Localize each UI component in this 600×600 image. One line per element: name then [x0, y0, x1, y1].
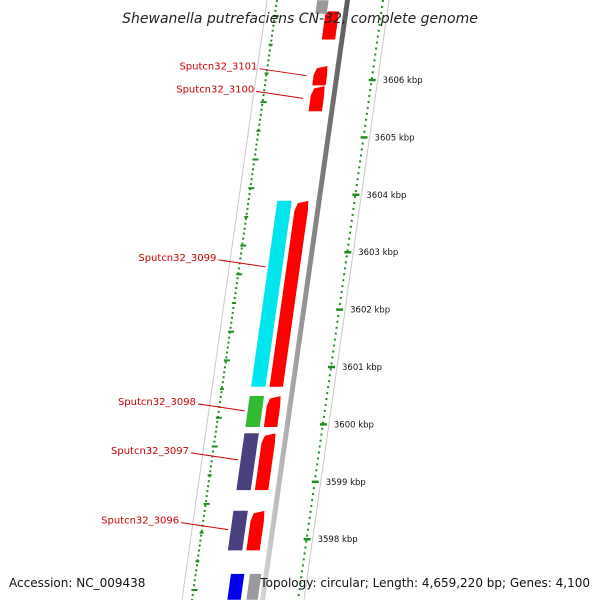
gene-arrow	[254, 432, 277, 491]
cog-feature	[250, 200, 293, 388]
kbp-tick-label: 3599 kbp	[326, 478, 366, 488]
gene-label: Sputcn32_3098	[118, 397, 196, 408]
gene-arrow	[263, 395, 282, 428]
gene-label-leader	[190, 452, 239, 461]
outer-ring-outline	[303, 0, 390, 600]
kbp-tick-label: 3600 kbp	[334, 420, 374, 430]
outer-scale-ring	[297, 0, 384, 600]
cog-feature	[227, 510, 249, 552]
feature-layer	[204, 0, 345, 600]
gene-label: Sputcn32_3097	[111, 446, 189, 457]
gene-label: Sputcn32_3101	[179, 62, 257, 73]
partial-gene	[321, 10, 340, 41]
gene-label-leader	[197, 403, 246, 412]
genome-summary: Topology: circular; Length: 4,659,220 bp…	[260, 576, 590, 590]
gene-label-leader	[259, 68, 307, 77]
gene-arrow	[268, 200, 309, 388]
accession-label: Accession: NC_009438	[9, 576, 146, 590]
kbp-tick-label: 3601 kbp	[342, 363, 382, 373]
partial-edge-gray	[314, 0, 330, 15]
ring-layer: 3606 kbp 3605 kbp 3604 kbp 3603 kbp 3602 kbp…	[181, 0, 423, 600]
map-title: Shewanella putrefaciens CN-32, complete …	[122, 11, 478, 27]
partial-cog-feature	[226, 573, 246, 600]
gene-label: Sputcn32_3096	[101, 516, 179, 527]
genome-backbone	[259, 0, 350, 600]
kbp-tick-label: 3604 kbp	[366, 191, 406, 201]
inner-scale-ring	[191, 0, 278, 600]
partial-edge-gray	[245, 573, 263, 600]
kbp-tick-label: 3602 kbp	[350, 306, 390, 316]
kbp-tick-label: 3598 kbp	[318, 535, 358, 545]
gene-arrow	[307, 85, 326, 112]
gene-label-leader	[218, 259, 266, 268]
label-layer: Sputcn32_3101 Sputcn32_3100 Sputcn32_3099 S…	[101, 62, 307, 531]
gene-label: Sputcn32_3099	[138, 253, 216, 264]
gene-label: Sputcn32_3100	[176, 84, 254, 95]
gene-label-leader	[256, 90, 304, 99]
kbp-tick-label: 3605 kbp	[375, 133, 415, 143]
kbp-tick-label: 3603 kbp	[358, 248, 398, 258]
gene-label-leader	[181, 522, 229, 531]
gene-arrow	[311, 65, 329, 86]
kbp-tick-label: 3606 kbp	[383, 76, 423, 86]
cog-feature	[244, 395, 265, 428]
inner-ring-outline	[181, 0, 268, 600]
cog-feature	[235, 432, 260, 491]
gene-arrow	[245, 510, 266, 552]
